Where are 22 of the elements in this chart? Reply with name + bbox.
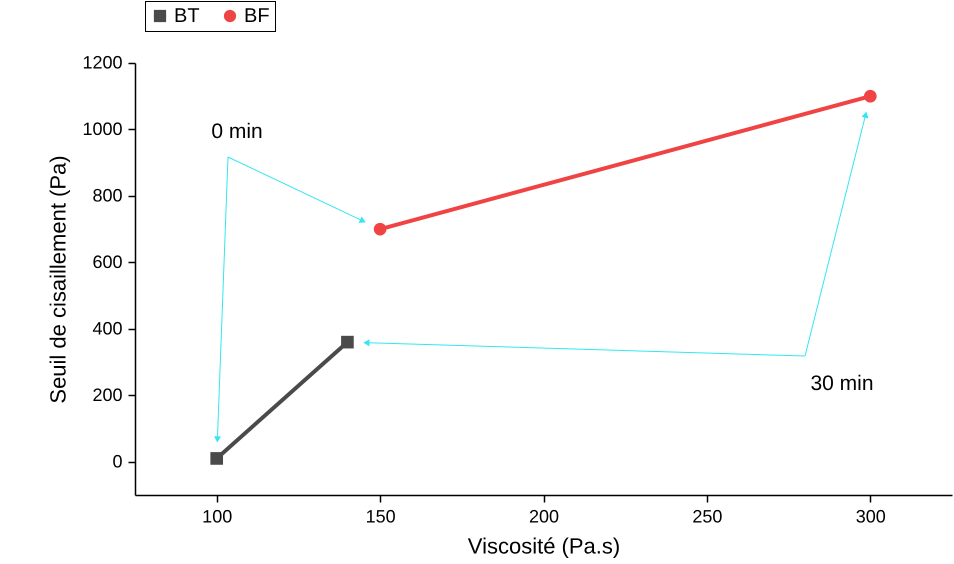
x-tick-label: 200 (528, 506, 560, 526)
legend-label: BT (174, 5, 200, 27)
point (210, 452, 224, 465)
y-tick-label: 0 (112, 451, 122, 472)
x-tick-label: 150 (366, 506, 396, 526)
y-tick-label: 600 (92, 252, 122, 272)
x-tick-label: 100 (202, 506, 232, 526)
y-tick-label: 400 (92, 318, 122, 338)
y-tick-label: 1200 (82, 52, 122, 72)
point (864, 90, 877, 103)
x-tick-label: 300 (856, 506, 886, 526)
x-tick-label: 250 (692, 506, 722, 526)
y-axis-title: Seuil de cisaillement (Pa) (45, 155, 70, 404)
annotation: 30 min (810, 372, 874, 395)
y-tick-label: 1000 (82, 118, 122, 139)
y-tick-label: 800 (92, 185, 122, 206)
y-tick-label: 200 (92, 384, 122, 405)
x-axis-title: Viscosité (Pa.s) (468, 534, 620, 558)
point (374, 222, 386, 236)
point (341, 336, 354, 348)
legend-label: BF (244, 5, 270, 27)
annotation: 0 min (211, 120, 263, 143)
